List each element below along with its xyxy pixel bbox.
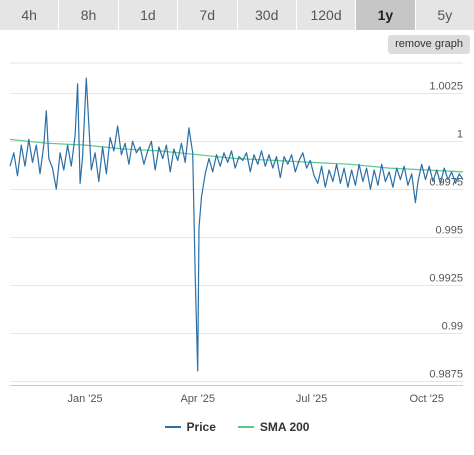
- y-tick-label: 1.0025: [429, 81, 463, 93]
- tab-5y[interactable]: 5y: [415, 0, 474, 30]
- y-tick-label: 0.9925: [429, 273, 463, 285]
- remove-graph-button[interactable]: remove graph: [388, 35, 470, 54]
- y-tick-label: 0.9875: [429, 369, 463, 381]
- tab-4h[interactable]: 4h: [0, 0, 60, 30]
- legend-swatch: [237, 426, 254, 428]
- legend-label: Price: [186, 420, 216, 434]
- series-line-price: [9, 77, 464, 372]
- series-layer: [9, 77, 464, 372]
- series-line-sma-200: [9, 138, 464, 173]
- legend-label: SMA 200: [259, 420, 310, 434]
- legend-item-sma-200[interactable]: SMA 200: [237, 420, 310, 434]
- legend-swatch: [164, 426, 181, 428]
- x-axis-ticks: Jan '25 Apr '25 Jul '25 Oct '25: [68, 393, 444, 405]
- y-tick-label: 1: [457, 129, 463, 141]
- x-tick-label: Jan '25: [68, 393, 103, 405]
- legend-item-price[interactable]: Price: [164, 420, 216, 434]
- tab-7d[interactable]: 7d: [178, 0, 238, 30]
- tab-30d[interactable]: 30d: [237, 0, 297, 30]
- tab-120d[interactable]: 120d: [296, 0, 357, 30]
- x-tick-label: Jul '25: [296, 393, 327, 405]
- y-tick-label: 0.995: [435, 225, 463, 237]
- tab-1y[interactable]: 1y: [356, 0, 416, 30]
- timeframe-tabs: 4h 8h 1d 7d 30d 120d 1y 5y: [0, 0, 474, 30]
- tab-1d[interactable]: 1d: [118, 0, 179, 30]
- y-tick-label: 0.99: [442, 321, 463, 333]
- x-tick-label: Oct '25: [409, 393, 444, 405]
- tab-8h[interactable]: 8h: [59, 0, 119, 30]
- x-tick-label: Apr '25: [180, 393, 215, 405]
- chart-legend: Price SMA 200: [0, 420, 474, 434]
